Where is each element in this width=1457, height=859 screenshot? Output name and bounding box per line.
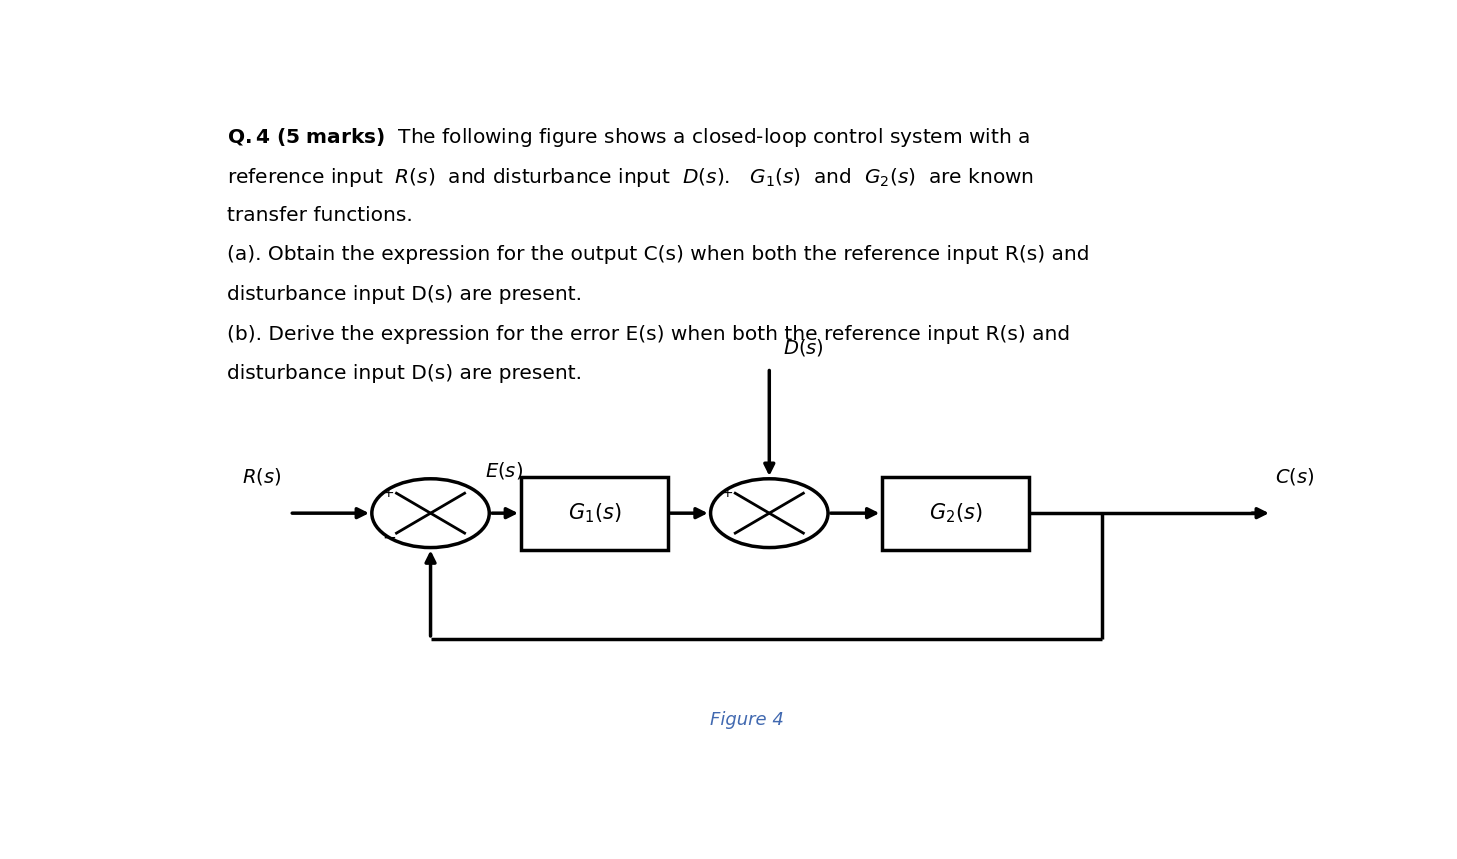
Text: +: + — [721, 485, 733, 500]
Text: Figure 4: Figure 4 — [710, 710, 784, 728]
Text: $D(s)$: $D(s)$ — [782, 338, 823, 358]
Text: $R(s)$: $R(s)$ — [242, 466, 281, 487]
Text: (a). Obtain the expression for the output C(s) when both the reference input R(s: (a). Obtain the expression for the outpu… — [227, 246, 1090, 265]
Text: $E(s)$: $E(s)$ — [485, 460, 523, 481]
FancyBboxPatch shape — [883, 477, 1029, 550]
Text: $G_2(s)$: $G_2(s)$ — [930, 502, 982, 525]
Text: reference input  $R(s)$  and disturbance input  $D(s)$.   $G_1(s)$  and  $G_2(s): reference input $R(s)$ and disturbance i… — [227, 166, 1034, 189]
Text: +: + — [382, 485, 393, 500]
Text: (b). Derive the expression for the error E(s) when both the reference input R(s): (b). Derive the expression for the error… — [227, 325, 1071, 344]
Text: disturbance input D(s) are present.: disturbance input D(s) are present. — [227, 364, 583, 383]
Text: $G_1(s)$: $G_1(s)$ — [568, 502, 621, 525]
Text: $\mathbf{Q.4\ (5\ marks)}$  The following figure shows a closed-loop control sys: $\mathbf{Q.4\ (5\ marks)}$ The following… — [227, 126, 1030, 149]
Text: $C(s)$: $C(s)$ — [1275, 466, 1314, 487]
FancyBboxPatch shape — [522, 477, 667, 550]
Text: −: − — [383, 529, 396, 547]
Text: disturbance input D(s) are present.: disturbance input D(s) are present. — [227, 285, 583, 304]
Text: transfer functions.: transfer functions. — [227, 205, 412, 224]
